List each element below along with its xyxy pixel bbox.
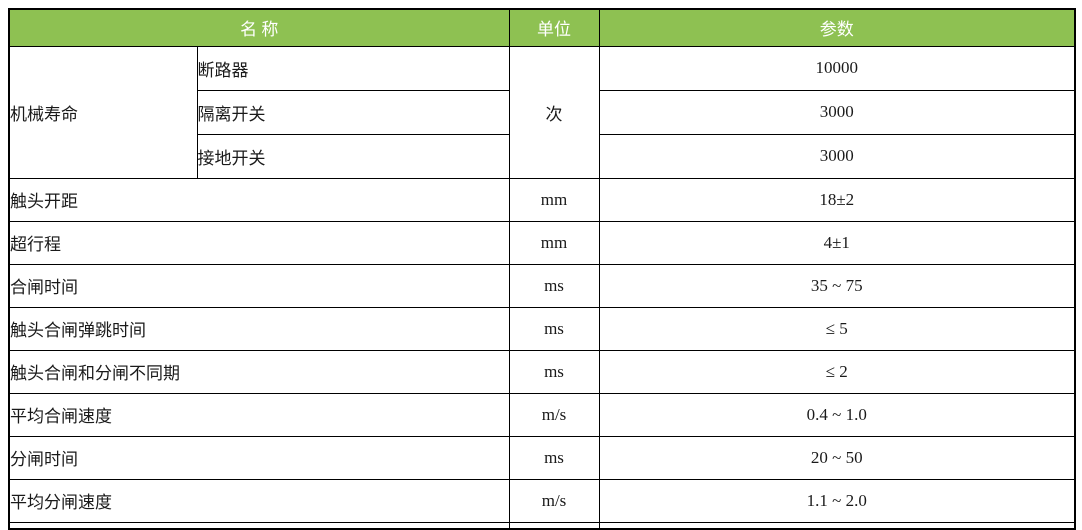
header-param: 参数: [598, 8, 1076, 47]
row-name: 触头合闸和分闸不同期: [8, 349, 510, 394]
row-value: ≤ 5: [598, 306, 1076, 351]
table-row: 触头合闸和分闸不同期 ms ≤ 2: [8, 349, 1076, 394]
row-name: 平均分闸速度: [8, 478, 510, 523]
row-unit: ms: [508, 306, 600, 351]
group-row-earthing-switch: 接地开关 3000: [9, 133, 1076, 179]
row-unit: ms: [508, 435, 600, 480]
row-unit: m/s: [508, 478, 600, 523]
table-row: 触头开距 mm 18±2: [8, 177, 1076, 222]
row-unit: ms: [508, 349, 600, 394]
spec-table: 名 称 单位 参数 机械寿命 断路器 次 10000 隔离开关 3000 接地开…: [8, 8, 1076, 530]
row-name: 平均合闸速度: [8, 392, 510, 437]
row-name: 触头开距: [8, 177, 510, 222]
group-sub-value: 3000: [598, 133, 1076, 179]
table-row: 超行程 mm 4±1: [8, 220, 1076, 265]
row-name: 分闸时间: [8, 435, 510, 480]
row-unit: mm: [508, 177, 600, 222]
row-value: 20 ~ 50: [598, 435, 1076, 480]
empty-stub-row: [8, 521, 1076, 530]
row-value: ≤ 2: [598, 349, 1076, 394]
table-row: 触头合闸弹跳时间 ms ≤ 5: [8, 306, 1076, 351]
header-row: 名 称 单位 参数: [8, 8, 1076, 47]
header-unit: 单位: [508, 8, 600, 47]
stub-cell: [508, 521, 600, 530]
table-row: 平均分闸速度 m/s 1.1 ~ 2.0: [8, 478, 1076, 523]
table-row: 分闸时间 ms 20 ~ 50: [8, 435, 1076, 480]
row-value: 4±1: [598, 220, 1076, 265]
group-sub-value: 10000: [598, 45, 1076, 91]
group-label-cell: 机械寿命: [8, 45, 198, 179]
group-unit-cell: 次: [508, 45, 600, 179]
row-unit: mm: [508, 220, 600, 265]
group-sub-name: 断路器: [196, 45, 510, 91]
row-unit: m/s: [508, 392, 600, 437]
stub-cell: [598, 521, 1076, 530]
group-sub-name: 接地开关: [196, 133, 510, 179]
row-name: 超行程: [8, 220, 510, 265]
row-value: 18±2: [598, 177, 1076, 222]
row-name: 触头合闸弹跳时间: [8, 306, 510, 351]
table-row: 合闸时间 ms 35 ~ 75: [8, 263, 1076, 308]
row-value: 1.1 ~ 2.0: [598, 478, 1076, 523]
header-name: 名 称: [8, 8, 510, 47]
group-row-breaker: 机械寿命 断路器 次 10000: [8, 45, 1076, 179]
row-value: 35 ~ 75: [598, 263, 1076, 308]
group-row-disconnector: 隔离开关 3000: [9, 89, 1076, 135]
stub-cell: [8, 521, 510, 530]
row-value: 0.4 ~ 1.0: [598, 392, 1076, 437]
group-sub-value: 3000: [598, 89, 1076, 135]
group-sub-name: 隔离开关: [196, 89, 510, 135]
row-unit: ms: [508, 263, 600, 308]
row-name: 合闸时间: [8, 263, 510, 308]
table-row: 平均合闸速度 m/s 0.4 ~ 1.0: [8, 392, 1076, 437]
